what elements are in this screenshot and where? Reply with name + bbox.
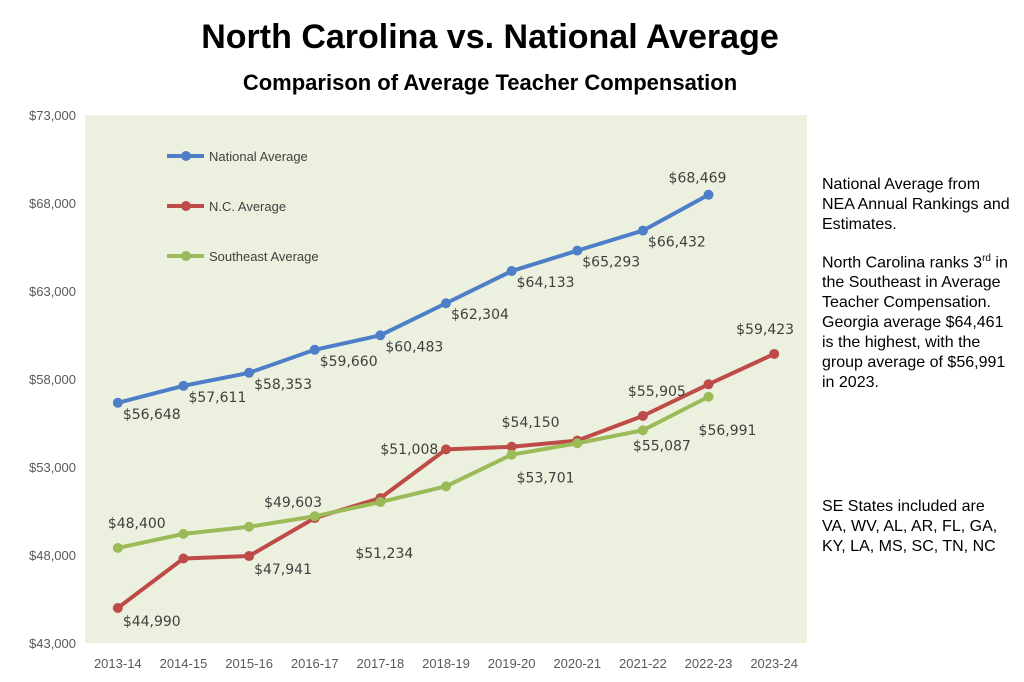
data-label-nc: $44,990: [123, 614, 181, 630]
legend-marker-nc: [181, 201, 191, 211]
data-point-nc: [244, 551, 255, 562]
y-tick-label: $53,000: [29, 460, 76, 475]
data-label-national: $58,353: [254, 377, 312, 393]
data-point-national: [244, 367, 255, 378]
x-tick-label: 2017-18: [357, 656, 405, 671]
series-line-southeast: [117, 394, 710, 550]
data-point-southeast: [572, 438, 583, 449]
data-point-nc: [178, 553, 189, 564]
x-tick-label: 2015-16: [225, 656, 273, 671]
y-tick-label: $73,000: [29, 108, 76, 123]
y-tick-label: $58,000: [29, 372, 76, 387]
x-tick-label: 2016-17: [291, 656, 339, 671]
data-label-nc: $51,234: [355, 546, 413, 562]
data-point-nc: [112, 602, 123, 613]
data-point-southeast: [178, 528, 189, 539]
x-tick-label: 2019-20: [488, 656, 536, 671]
data-point-nc: [441, 444, 451, 455]
data-point-southeast: [244, 521, 255, 532]
legend-marker-national: [181, 151, 191, 161]
legend-label-nc: N.C. Average: [209, 199, 286, 214]
y-tick-label: $68,000: [29, 196, 76, 211]
data-label-southeast: $48,400: [108, 516, 166, 532]
data-label-national: $56,648: [123, 407, 181, 423]
data-point-southeast: [112, 542, 123, 553]
data-point-nc: [506, 441, 517, 452]
note-nea-source: National Average from NEA Annual Ranking…: [822, 176, 1010, 233]
note-nc-rank: North Carolina ranks 3rd in the Southeas…: [822, 249, 1012, 393]
data-point-southeast: [309, 511, 320, 522]
data-point-southeast: [441, 481, 451, 492]
note-rank-pre: North Carolina ranks 3: [822, 254, 983, 272]
note-rank-post: in the Southeast in Average Teacher Comp…: [822, 254, 1008, 392]
data-label-southeast: $53,701: [517, 471, 575, 487]
data-label-national: $60,483: [385, 339, 443, 355]
data-label-national: $68,469: [669, 171, 727, 187]
data-label-nc: $55,905: [628, 384, 686, 400]
data-label-national: $64,133: [517, 275, 575, 291]
data-point-southeast: [506, 449, 517, 460]
chart-subtitle: Comparison of Average Teacher Compensati…: [242, 70, 738, 95]
data-label-national: $57,611: [188, 390, 246, 406]
x-tick-label: 2023-24: [750, 656, 798, 671]
data-label-southeast: $49,603: [264, 495, 322, 511]
data-point-national: [178, 380, 189, 391]
data-point-national: [375, 330, 386, 341]
x-tick-label: 2013-14: [94, 656, 142, 671]
legend-marker-southeast: [181, 251, 191, 261]
data-label-nc: $59,423: [736, 322, 794, 338]
data-point-nc: [637, 410, 648, 421]
x-tick-label: 2021-22: [619, 656, 667, 671]
series-line-national: [117, 192, 710, 405]
data-label-southeast: $55,087: [633, 438, 691, 454]
plot-area: [85, 115, 807, 643]
data-label-nc: $54,150: [502, 415, 560, 431]
data-point-national: [703, 189, 714, 200]
data-point-national: [309, 344, 320, 355]
data-label-southeast: $51,008: [380, 442, 438, 458]
y-tick-label: $43,000: [29, 636, 76, 651]
y-tick-label: $63,000: [29, 284, 76, 299]
data-point-nc: [703, 379, 714, 390]
data-point-southeast: [637, 425, 648, 436]
data-label-national: $65,293: [582, 255, 640, 271]
data-point-nc: [769, 348, 780, 359]
data-label-national: $66,432: [648, 235, 706, 251]
data-label-national: $59,660: [320, 354, 378, 370]
x-tick-label: 2014-15: [160, 656, 208, 671]
data-point-southeast: [375, 497, 386, 508]
data-point-national: [637, 225, 648, 236]
data-point-national: [441, 298, 451, 309]
data-label-southeast: $56,991: [699, 423, 757, 439]
legend-label-southeast: Southeast Average: [209, 249, 319, 264]
x-tick-label: 2018-19: [422, 656, 470, 671]
data-label-nc: $47,941: [254, 562, 312, 578]
chart-title: North Carolina vs. National Average: [201, 18, 779, 56]
x-tick-label: 2020-21: [553, 656, 601, 671]
legend-label-national: National Average: [209, 149, 308, 164]
note-rank-sup: rd: [982, 253, 991, 264]
data-point-national: [572, 245, 583, 256]
y-tick-label: $48,000: [29, 548, 76, 563]
x-tick-label: 2022-23: [685, 656, 733, 671]
data-point-national: [506, 266, 517, 277]
data-point-southeast: [703, 391, 714, 402]
note-se-states: SE States included are VA, WV, AL, AR, F…: [822, 498, 998, 555]
data-point-national: [112, 397, 123, 408]
data-label-national: $62,304: [451, 307, 509, 323]
